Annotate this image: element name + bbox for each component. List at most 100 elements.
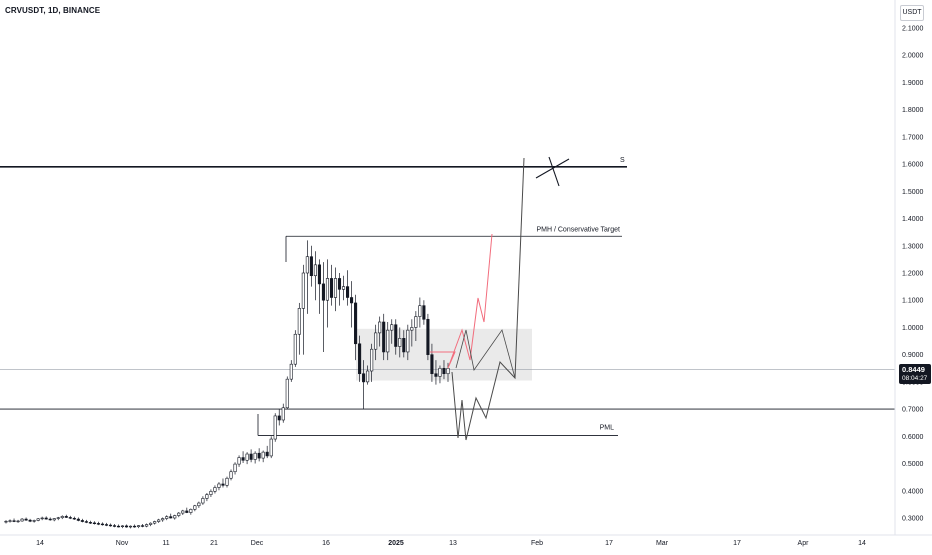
candle-down — [92, 522, 96, 525]
candle-up — [390, 324, 394, 331]
candle-down — [112, 525, 117, 527]
candle-up — [269, 438, 273, 457]
candle-up — [341, 286, 346, 290]
candle-down — [64, 516, 68, 518]
price-tick-label: 1.1000 — [902, 298, 924, 305]
candle-down — [44, 517, 48, 520]
candle-up — [398, 338, 402, 347]
candle-up — [193, 505, 197, 510]
level-label-s: S — [620, 157, 625, 164]
candle-down — [28, 519, 32, 522]
price-tick-label: 1.7000 — [902, 134, 924, 141]
candle-up — [161, 518, 165, 521]
candle-up — [325, 278, 330, 301]
candle-up — [229, 471, 233, 479]
price-axis: 2.1000 2.0000 1.9000 1.8000 1.7000 1.6000 1.50… — [894, 0, 924, 535]
candle-up — [374, 332, 378, 350]
candle-up — [313, 264, 317, 277]
candle-up — [378, 321, 382, 334]
candle-down — [394, 324, 398, 347]
time-tick-label: Apr — [798, 540, 810, 547]
candle-up — [406, 329, 410, 353]
candle-up — [20, 518, 24, 522]
candle-up — [60, 516, 64, 519]
candle-down — [337, 278, 342, 290]
price-tick-label: 0.4000 — [902, 488, 924, 495]
candle-down — [345, 286, 350, 298]
candle-up — [149, 522, 153, 525]
candle-down — [68, 517, 72, 519]
price-tick-label: 1.6000 — [902, 162, 924, 169]
price-tick-label: 1.3000 — [902, 243, 924, 250]
candle-down — [257, 452, 261, 459]
candle-up — [333, 278, 338, 298]
candle-down — [100, 523, 104, 526]
bullish-projection-path — [430, 233, 493, 369]
candle-down — [116, 525, 121, 528]
candle-down — [426, 318, 430, 355]
price-tick-label: 0.3000 — [902, 516, 924, 523]
candle-down — [317, 264, 321, 285]
candle-down — [434, 373, 438, 377]
time-tick-label: Dec — [251, 540, 264, 547]
candle-up — [8, 520, 12, 522]
candle-up — [261, 451, 265, 459]
candle-up — [213, 487, 217, 492]
time-tick-label: 2025 — [388, 540, 404, 547]
candle-down — [241, 457, 245, 461]
time-tick-label: Nov — [116, 540, 129, 547]
time-tick-label: 13 — [449, 540, 457, 547]
candle-down — [76, 518, 80, 521]
candle-up — [145, 524, 149, 527]
candle-up — [205, 494, 209, 499]
candle-down — [80, 520, 84, 522]
projection-paths — [430, 157, 525, 441]
candle-up — [201, 498, 205, 504]
alternate-projection-path — [451, 157, 525, 441]
candle-up — [446, 367, 450, 375]
time-axis: 14 Nov 11 21 Dec 16 2025 13 Feb 17 Mar 17 Apr 14 — [0, 534, 932, 547]
candle-up — [120, 525, 125, 528]
candle-up — [410, 327, 414, 331]
candle-down — [350, 297, 354, 304]
level-label-pmh: PMH / Conservative Target — [536, 226, 620, 233]
candle-down — [24, 518, 28, 521]
candle-up — [56, 517, 60, 519]
candle-up — [237, 457, 241, 465]
candle-down — [124, 525, 129, 528]
candle-up — [4, 520, 8, 523]
price-tick-label: 1.9000 — [902, 80, 924, 87]
candle-down — [185, 510, 189, 513]
current-price-tag: 0.8449 08:04:27 — [899, 364, 931, 384]
candle-up — [281, 407, 285, 421]
price-tick-label: 2.1000 — [902, 26, 924, 33]
candle-up — [177, 512, 181, 516]
candle-up — [297, 308, 301, 335]
time-tick-label: Mar — [656, 540, 669, 547]
candle-up — [305, 256, 309, 274]
candle-down — [72, 517, 76, 520]
currency-button[interactable]: USDT — [900, 5, 924, 21]
candle-up — [197, 502, 201, 507]
candle-down — [221, 483, 225, 486]
candle-up — [173, 515, 177, 519]
candle-up — [245, 453, 249, 461]
time-tick-label: Feb — [531, 540, 543, 547]
candle-up — [233, 463, 237, 473]
candle-up — [253, 452, 257, 460]
candle-up — [289, 363, 293, 380]
candle-down — [12, 520, 16, 522]
candle-down — [265, 451, 269, 457]
candle-down — [141, 525, 145, 527]
candle-down — [442, 367, 446, 375]
chart-title: CRVUSDT, 1D, BINANCE — [5, 6, 101, 15]
price-tick-label: 0.5000 — [902, 461, 924, 468]
candle-down — [133, 525, 137, 528]
price-tick-label: 1.0000 — [902, 325, 924, 332]
current-price-label: 0.8449 — [902, 365, 925, 374]
price-tick-label: 2.0000 — [902, 53, 924, 60]
candle-up — [36, 518, 40, 521]
candle-up — [414, 316, 418, 328]
candle-up — [209, 491, 213, 495]
